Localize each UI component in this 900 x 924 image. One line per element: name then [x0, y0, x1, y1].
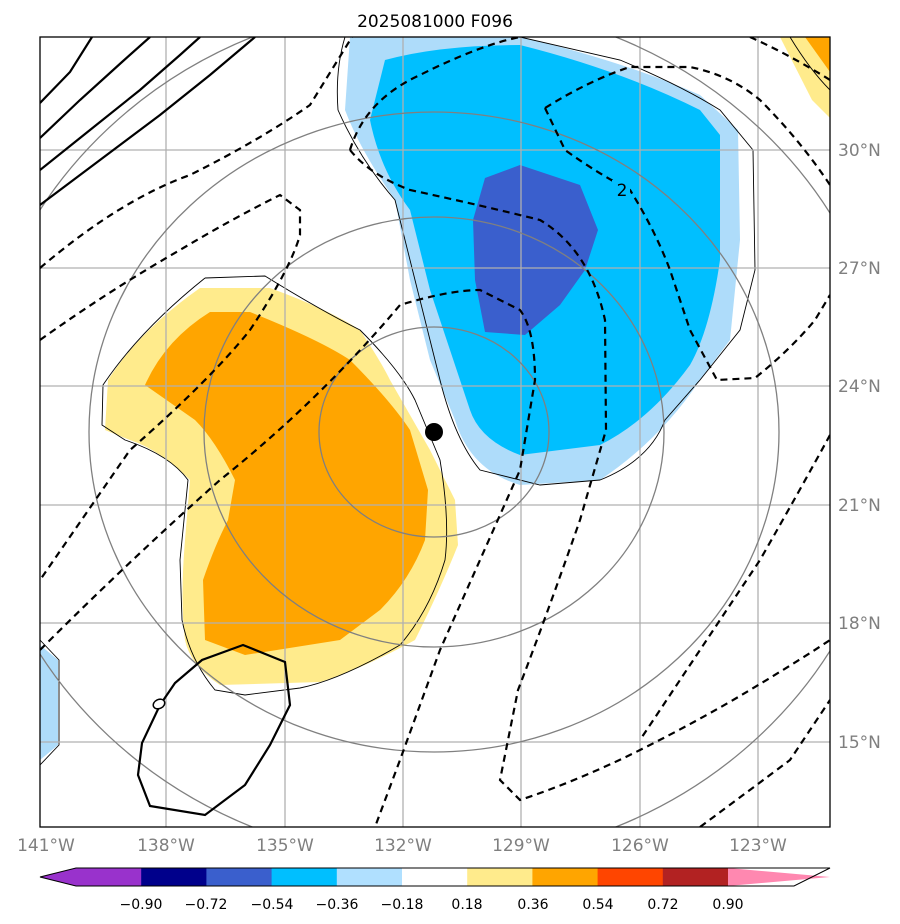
dark-blue-region: [473, 165, 598, 335]
small-contour-loop: [152, 698, 166, 710]
colorbar-segment: [467, 868, 533, 886]
negative-outline: [336, 37, 756, 486]
lat-tick-label: 27°N: [838, 259, 881, 279]
lon-tick-label: 132°W: [374, 836, 432, 856]
dashed-contours: [40, 37, 830, 827]
colorbar-extend-max: [728, 868, 830, 886]
colorbar-segment: [662, 868, 729, 886]
colorbar-segment: [532, 868, 599, 886]
range-rings: [40, 37, 830, 827]
colorbar-segment: [141, 868, 207, 886]
lon-tick-label: 123°W: [729, 836, 787, 856]
colorbar-segment: [597, 868, 664, 886]
colorbar-outline: [39, 867, 831, 887]
east-outline: [789, 37, 830, 91]
map-frame: [39, 36, 831, 828]
orange-corner-region: [780, 37, 830, 118]
colorbar-tick-label: 0.18: [451, 897, 482, 913]
lat-tick-label: 30°N: [838, 141, 881, 161]
contour-label: 2: [617, 181, 628, 201]
colorbar-tick-label: −0.90: [120, 897, 163, 913]
orange-region: [145, 312, 428, 655]
figure-title: 2025081000 F096: [357, 12, 513, 32]
colorbar: −0.90 −0.72 −0.54 −0.36 −0.18 0.18 0.36 …: [39, 867, 831, 913]
colorbar-segment: [76, 868, 142, 886]
colorbar-tick-label: 0.54: [582, 897, 613, 913]
lon-tick-label: 126°W: [611, 836, 669, 856]
solid-contours: [40, 37, 292, 817]
west-outline: [40, 639, 60, 766]
colorbar-extend-min: [40, 868, 76, 886]
lat-tick-label: 21°N: [838, 496, 881, 516]
colorbar-tick-label: −0.18: [381, 897, 424, 913]
colorbar-tick-label: −0.54: [251, 897, 294, 913]
lat-tick-label: 18°N: [838, 614, 881, 634]
positive-outline: [101, 275, 448, 696]
colorbar-segment: [402, 868, 468, 886]
colorbar-tick-label: −0.36: [316, 897, 359, 913]
gridlines: [40, 37, 830, 827]
lon-tick-label: 135°W: [256, 836, 314, 856]
latitude-axis: 30°N 27°N 24°N 21°N 18°N 15°N: [838, 141, 881, 753]
lon-tick-label: 141°W: [17, 836, 75, 856]
colorbar-segment: [206, 868, 273, 886]
orange-corner-core: [805, 37, 830, 72]
map-area: 2: [40, 37, 830, 827]
longitude-axis: 141°W 138°W 135°W 132°W 129°W 126°W 123°…: [17, 836, 787, 856]
lon-tick-label: 138°W: [137, 836, 195, 856]
colorbar-segment: [271, 868, 338, 886]
colorbar-tick-label: 0.90: [712, 897, 743, 913]
storm-center-marker: [425, 423, 443, 441]
contour-label-background: [612, 180, 630, 198]
colorbar-tick-label: 0.72: [647, 897, 678, 913]
lat-tick-label: 24°N: [838, 377, 881, 397]
colorbar-tick-label: 0.36: [517, 897, 548, 913]
lat-tick-label: 15°N: [838, 733, 881, 753]
light-blue-region-west: [40, 645, 58, 760]
colorbar-segment: [336, 868, 403, 886]
lon-tick-label: 129°W: [492, 836, 550, 856]
colorbar-tick-label: −0.72: [185, 897, 228, 913]
